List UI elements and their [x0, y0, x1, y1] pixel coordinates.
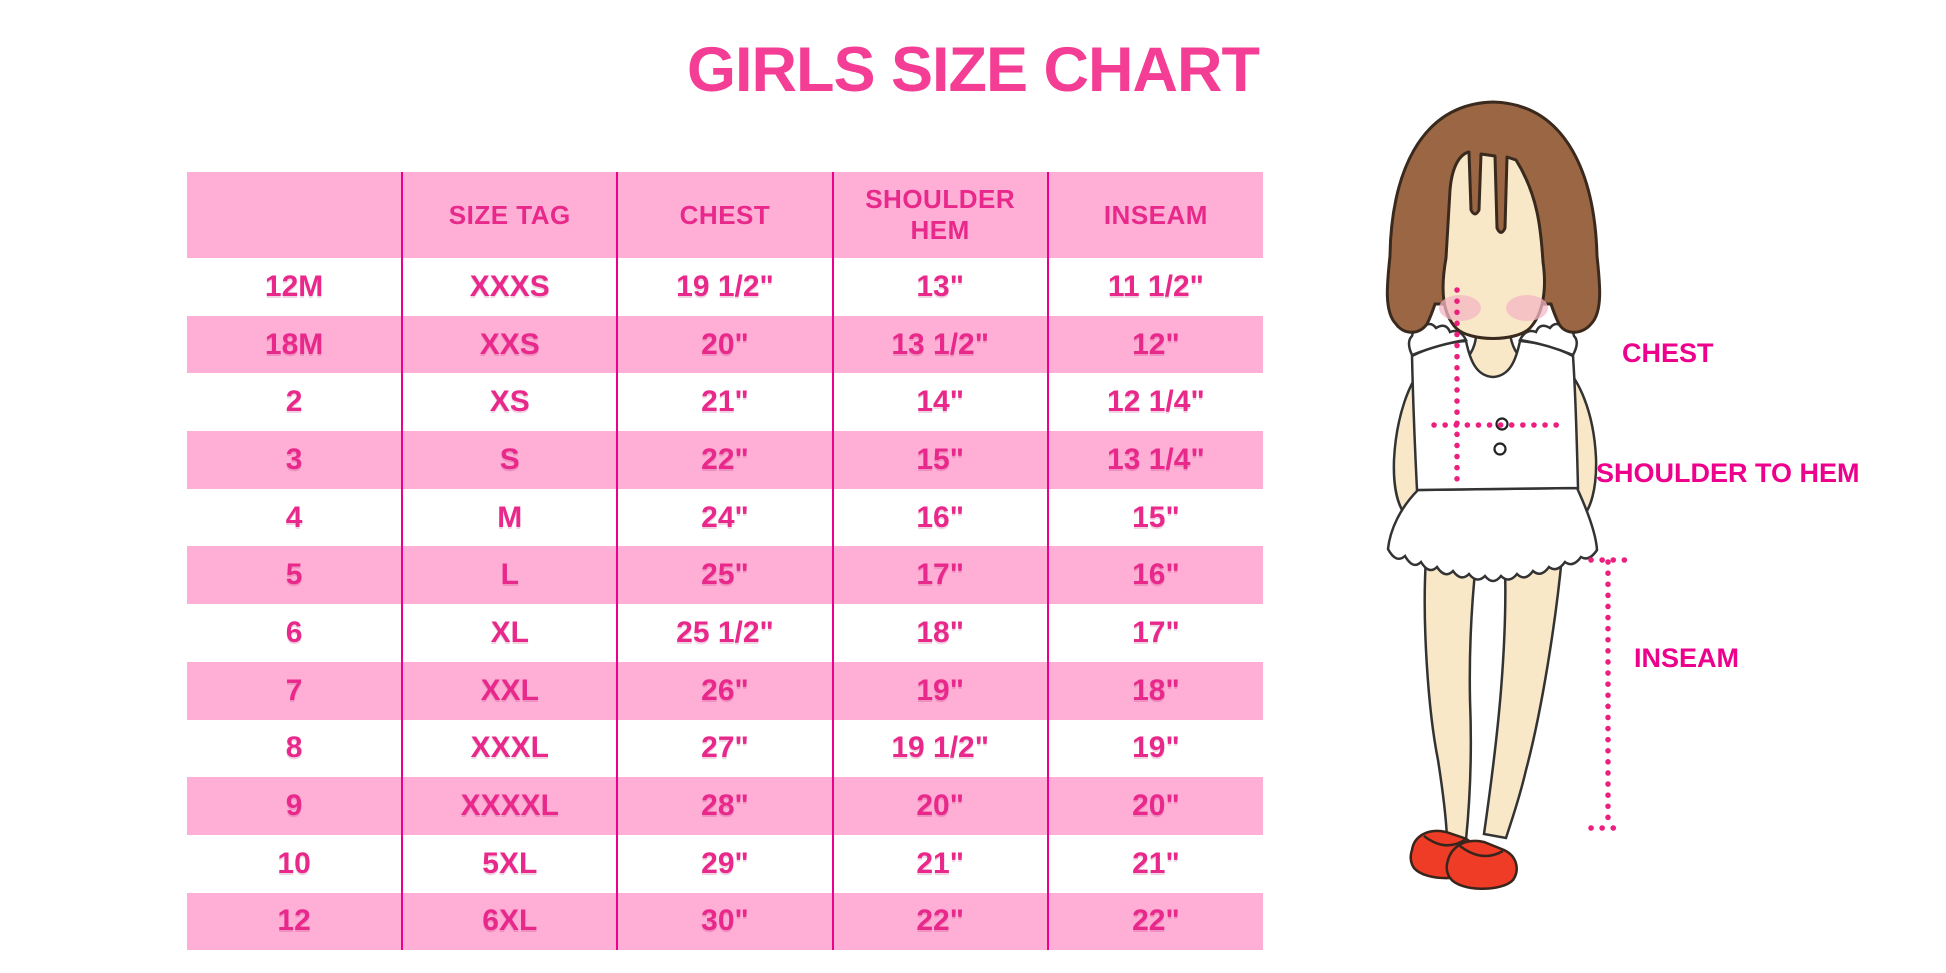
inseam-measure-label: INSEAM: [1634, 643, 1740, 673]
table-cell: 22": [616, 431, 833, 489]
table-cell: 12 1/4": [1046, 373, 1263, 432]
table-row: 2 XS 21" 14" 12 1/4": [187, 373, 1263, 432]
table-cell: S: [401, 431, 618, 489]
table-row: 9 XXXXL 28" 20" 20": [187, 777, 1263, 835]
table-cell: 9: [285, 789, 303, 823]
size-table-head-row: SIZE TAG CHEST SHOULDER HEM INSEAM: [187, 172, 1263, 258]
girl-legs: [1423, 554, 1564, 842]
measurement-lines: [1431, 287, 1629, 831]
column-header: SHOULDER HEM: [831, 172, 1048, 258]
table-cell: 19": [831, 661, 1048, 720]
table-row: 12 6XL 30" 22" 22": [187, 892, 1263, 951]
table-cell: 13": [831, 258, 1048, 316]
girl-skirt: [1386, 486, 1599, 583]
column-header: INSEAM: [1046, 172, 1263, 258]
table-cell: 24": [616, 488, 833, 547]
table-cell: 6XL: [401, 892, 618, 951]
table-cell: 13 1/2": [831, 315, 1048, 374]
table-row: 4 M 24" 16" 15": [187, 488, 1263, 547]
table-row: 12M XXXS 19 1/2" 13" 11 1/2": [187, 258, 1263, 316]
table-cell: 21": [1046, 834, 1263, 893]
table-cell: 7: [285, 673, 303, 707]
table-cell: 22": [831, 892, 1048, 951]
table-cell: 12M: [264, 269, 324, 303]
table-cell: 27": [616, 719, 833, 778]
girl-illustration: [1385, 100, 1629, 890]
table-cell: 17": [1046, 604, 1263, 662]
table-cell: 2: [285, 385, 303, 419]
table-cell: 5XL: [401, 834, 618, 893]
table-cell: 11 1/2": [1046, 258, 1263, 316]
table-cell: L: [401, 546, 618, 605]
table-cell: 19": [1046, 719, 1263, 778]
table-cell: XXL: [401, 661, 618, 720]
table-cell: XXXXL: [401, 777, 618, 835]
table-cell: XXXS: [401, 258, 618, 316]
size-table-body: 12M XXXS 19 1/2" 13" 11 1/2" 18M XXS 20" 13 1/2"…: [187, 258, 1263, 951]
shoulder-to-hem-measure-label: SHOULDER TO HEM: [1596, 458, 1860, 488]
table-cell: 18M: [264, 327, 324, 361]
table-cell: 20": [831, 777, 1048, 835]
table-cell: 20": [1046, 777, 1263, 835]
table-row: 3 S 22" 15" 13 1/4": [187, 431, 1263, 489]
girl-face: [1441, 150, 1546, 340]
table-cell: 29": [616, 834, 833, 893]
table-cell: 18": [831, 604, 1048, 662]
table-cell: 14": [831, 373, 1048, 432]
table-cell: 21": [831, 834, 1048, 893]
table-cell: 18": [1046, 661, 1263, 720]
column-header: [187, 172, 403, 258]
table-cell: 28": [616, 777, 833, 835]
table-cell: 21": [616, 373, 833, 432]
table-cell: 17": [831, 546, 1048, 605]
column-header: CHEST: [616, 172, 833, 258]
table-cell: 26": [616, 661, 833, 720]
table-cell: 19 1/2": [831, 719, 1048, 778]
table-row: 10 5XL 29" 21" 21": [187, 834, 1263, 893]
table-cell: 16": [1046, 546, 1263, 605]
table-row: 6 XL 25 1/2" 18" 17": [187, 604, 1263, 662]
table-row: 8 XXXL 27" 19 1/2" 19": [187, 719, 1263, 778]
blush-cheeks: [1439, 295, 1548, 321]
table-cell: 4: [285, 500, 303, 534]
table-cell: 22": [1046, 892, 1263, 951]
page-title: GIRLS SIZE CHART: [686, 35, 1260, 105]
table-cell: M: [401, 488, 618, 547]
table-cell: XS: [401, 373, 618, 432]
table-cell: 5: [285, 558, 303, 592]
size-chart-table: SIZE TAG CHEST SHOULDER HEM INSEAM 12M XXXS 1…: [187, 172, 1263, 951]
table-row: 5 L 25" 17" 16": [187, 546, 1263, 605]
table-cell: 12": [1046, 315, 1263, 374]
size-table-head: SIZE TAG CHEST SHOULDER HEM INSEAM: [187, 172, 1263, 258]
table-cell: 25 1/2": [616, 604, 833, 662]
table-row: 18M XXS 20" 13 1/2" 12": [187, 315, 1263, 374]
table-cell: 15": [1046, 488, 1263, 547]
table-cell: 15": [831, 431, 1048, 489]
table-cell: XL: [401, 604, 618, 662]
table-cell: 13 1/4": [1046, 431, 1263, 489]
table-cell: 8: [285, 731, 303, 765]
table-cell: 3: [285, 442, 303, 476]
column-header: SIZE TAG: [401, 172, 618, 258]
table-row: 7 XXL 26" 19" 18": [187, 661, 1263, 720]
table-cell: 6: [285, 615, 303, 649]
table-cell: XXXL: [401, 719, 618, 778]
table-cell: 19 1/2": [616, 258, 833, 316]
table-cell: 10: [277, 846, 311, 880]
table-cell: XXS: [401, 315, 618, 374]
table-cell: 20": [616, 315, 833, 374]
table-cell: 12: [277, 904, 311, 938]
table-cell: 16": [831, 488, 1048, 547]
girl-shoes: [1409, 829, 1518, 890]
table-cell: 25": [616, 546, 833, 605]
chest-measure-label: CHEST: [1622, 338, 1714, 368]
table-cell: 30": [616, 892, 833, 951]
